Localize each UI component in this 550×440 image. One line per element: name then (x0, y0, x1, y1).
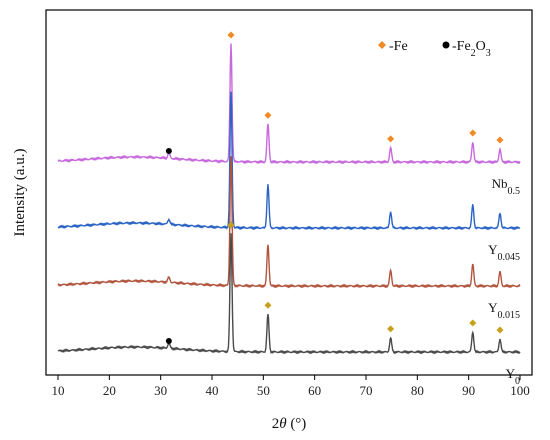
x-tick-label: 20 (103, 383, 116, 398)
x-tick-label: 90 (462, 383, 475, 398)
series-line-3 (57, 233, 521, 355)
peak-marker-diamond (387, 325, 395, 333)
peak-marker-diamond (264, 111, 272, 119)
x-tick-label: 30 (154, 383, 167, 398)
series-label-2: Y0.015 (488, 300, 520, 321)
series-line-1 (57, 91, 521, 231)
series-label-1: Y0.045 (488, 242, 520, 263)
x-axis-title: 2θ (°) (272, 416, 307, 432)
series-label-3: Y0 (506, 366, 520, 387)
x-tick-label: 10 (52, 383, 65, 398)
x-tick-label: 50 (257, 383, 270, 398)
peak-marker-diamond (496, 136, 504, 144)
plot-frame (45, 9, 533, 376)
x-tick-label: 70 (360, 383, 373, 398)
series-line-0 (57, 43, 521, 165)
peak-marker-diamond (227, 221, 235, 229)
peak-marker-diamond (469, 319, 477, 327)
x-tick-label: 40 (206, 383, 219, 398)
peak-marker-diamond (387, 135, 395, 143)
peak-marker-circle (165, 148, 172, 154)
peak-marker-diamond (469, 129, 477, 137)
series-line-2 (57, 156, 521, 289)
series-label-0: Nb0.5 (492, 176, 520, 197)
legend-label-fe2o3: -Fe2O3 (452, 39, 491, 59)
peak-marker-diamond (227, 31, 235, 39)
peak-marker-diamond (496, 326, 504, 334)
y-axis-title: Intensity (a.u.) (12, 149, 28, 237)
x-tick-label: 80 (411, 383, 424, 398)
legend-marker-fe (378, 41, 386, 49)
x-tick-label: 100 (510, 383, 530, 398)
peak-marker-diamond (264, 301, 272, 309)
peak-marker-circle (165, 338, 172, 344)
legend-marker-fe2o3 (442, 41, 450, 49)
x-tick-label: 60 (308, 383, 321, 398)
legend-label-fe: -Fe (389, 39, 408, 54)
